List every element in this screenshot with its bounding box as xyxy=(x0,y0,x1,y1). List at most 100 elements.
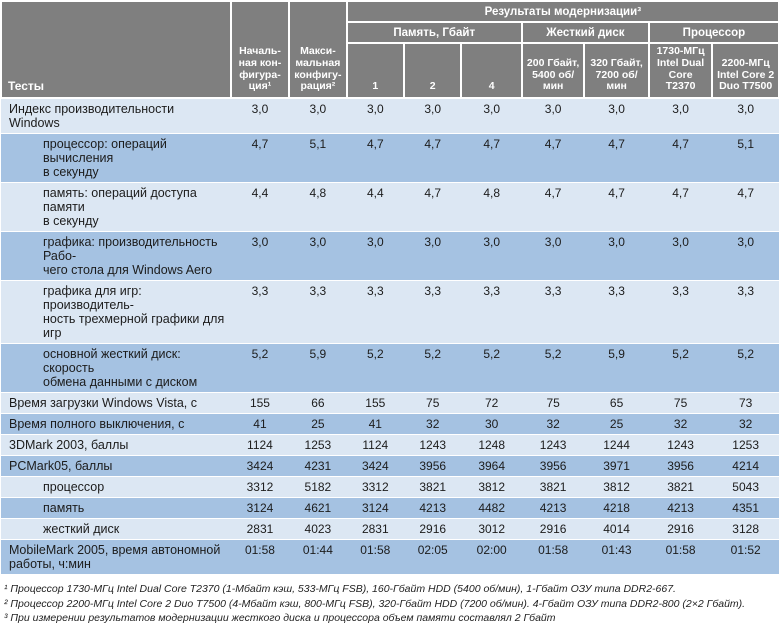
value-cell: 1243 xyxy=(521,434,585,456)
column-header-mem-4gb: 4 xyxy=(460,42,523,99)
value-cell: 30 xyxy=(461,413,522,435)
value-cell: 1244 xyxy=(584,434,649,456)
column-header-initial-config: Началь- ная кон- фигура- ция¹ xyxy=(229,0,291,99)
value-cell: 5043 xyxy=(712,476,779,498)
value-cell: 2831 xyxy=(346,518,405,540)
value-cell: 3424 xyxy=(346,455,405,477)
value-cell: 1253 xyxy=(289,434,347,456)
test-name: процессор xyxy=(1,476,231,498)
value-cell: 3,3 xyxy=(346,280,405,344)
value-cell: 2916 xyxy=(404,518,462,540)
value-cell: 3812 xyxy=(584,476,649,498)
value-cell: 2916 xyxy=(521,518,585,540)
table-row: процессор 3312 5182 3312 3821 3812 3821 3812 382… xyxy=(1,476,779,498)
value-cell: 4482 xyxy=(461,497,522,519)
value-cell: 3821 xyxy=(404,476,462,498)
value-cell: 01:58 xyxy=(230,539,290,575)
test-name: графика для игр: производитель- ность тр… xyxy=(1,280,231,344)
value-cell: 3956 xyxy=(404,455,462,477)
value-cell: 3,0 xyxy=(461,231,522,281)
value-cell: 4,7 xyxy=(584,182,649,232)
test-name: память: операций доступа памяти в секунд… xyxy=(1,182,231,232)
value-cell: 3971 xyxy=(584,455,649,477)
value-cell: 01:44 xyxy=(289,539,347,575)
footnote-3: ³ При измерении результатов модернизации… xyxy=(4,612,556,625)
value-cell: 4213 xyxy=(521,497,585,519)
value-cell: 01:58 xyxy=(346,539,405,575)
value-cell: 155 xyxy=(346,392,405,414)
value-cell: 4,4 xyxy=(346,182,405,232)
value-cell: 5,9 xyxy=(289,343,347,393)
group-header-cpu: Процессор xyxy=(647,21,780,44)
column-header-max-config: Макси- мальная конфигу- рация² xyxy=(288,0,348,99)
value-cell: 3,0 xyxy=(289,98,347,134)
footnote-2: ² Процессор 2200-МГц Intel Core 2 Duo T7… xyxy=(4,597,746,610)
column-header-cpu-t7500: 2200-МГц Intel Core 2 Duo T7500 xyxy=(711,42,780,99)
value-cell: 4,7 xyxy=(584,133,649,183)
value-cell: 3,0 xyxy=(712,98,779,134)
value-cell: 3,0 xyxy=(346,231,405,281)
test-name: основной жесткий диск: скорость обмена д… xyxy=(1,343,231,393)
value-cell: 3,3 xyxy=(404,280,462,344)
value-cell: 25 xyxy=(584,413,649,435)
value-cell: 5182 xyxy=(289,476,347,498)
value-cell: 3812 xyxy=(461,476,522,498)
value-cell: 5,2 xyxy=(521,343,585,393)
value-cell: 1243 xyxy=(648,434,713,456)
value-cell: 3,0 xyxy=(461,98,522,134)
value-cell: 4,7 xyxy=(521,182,585,232)
value-cell: 1243 xyxy=(404,434,462,456)
value-cell: 4,8 xyxy=(461,182,522,232)
benchmark-results-table: Тесты Началь- ная кон- фигура- ция¹ Макс… xyxy=(0,0,780,575)
value-cell: 01:58 xyxy=(521,539,585,575)
value-cell: 3,3 xyxy=(712,280,779,344)
value-cell: 3,0 xyxy=(521,98,585,134)
value-cell: 5,1 xyxy=(712,133,779,183)
value-cell: 4,7 xyxy=(404,182,462,232)
value-cell: 32 xyxy=(712,413,779,435)
value-cell: 32 xyxy=(404,413,462,435)
value-cell: 3,0 xyxy=(404,231,462,281)
value-cell: 75 xyxy=(404,392,462,414)
footnote-1: ¹ Процессор 1730-МГц Intel Dual Core T23… xyxy=(4,583,676,595)
value-cell: 1124 xyxy=(230,434,290,456)
value-cell: 3,0 xyxy=(584,231,649,281)
table-row: жесткий диск 2831 4023 2831 2916 3012 2916 4014… xyxy=(1,518,779,540)
value-cell: 3424 xyxy=(230,455,290,477)
group-header-upgrade-results: Результаты модернизации³ xyxy=(345,0,780,23)
table-row: MobileMark 2005, время автономной работы… xyxy=(1,539,779,575)
value-cell: 01:43 xyxy=(584,539,649,575)
value-cell: 4,7 xyxy=(461,133,522,183)
test-name: Время загрузки Windows Vista, с xyxy=(1,392,231,414)
table-row: Индекс производительности Windows 3,0 3,0 3… xyxy=(1,98,779,134)
value-cell: 65 xyxy=(584,392,649,414)
test-name: жесткий диск xyxy=(1,518,231,540)
table-row: память 3124 4621 3124 4213 4482 4213 4218 4213 43… xyxy=(1,497,779,519)
test-name: MobileMark 2005, время автономной работы… xyxy=(1,539,231,575)
value-cell: 1124 xyxy=(346,434,405,456)
table-body: Индекс производительности Windows 3,0 3,0 3… xyxy=(1,98,779,575)
value-cell: 4,8 xyxy=(289,182,347,232)
value-cell: 3821 xyxy=(648,476,713,498)
value-cell: 4213 xyxy=(648,497,713,519)
test-name: 3DMark 2003, баллы xyxy=(1,434,231,456)
value-cell: 1248 xyxy=(461,434,522,456)
value-cell: 155 xyxy=(230,392,290,414)
test-name: Время полного выключения, с xyxy=(1,413,231,435)
value-cell: 5,2 xyxy=(461,343,522,393)
value-cell: 3128 xyxy=(712,518,779,540)
table-row: процессор: операций вычисления в секунду… xyxy=(1,133,779,183)
value-cell: 3,0 xyxy=(584,98,649,134)
value-cell: 4,7 xyxy=(712,182,779,232)
value-cell: 3,3 xyxy=(521,280,585,344)
column-header-hdd-320gb: 320 Гбайт, 7200 об/мин xyxy=(583,42,650,99)
value-cell: 5,1 xyxy=(289,133,347,183)
column-header-mem-1gb: 1 xyxy=(345,42,406,99)
table-row: Время загрузки Windows Vista, с 155 66 155 7… xyxy=(1,392,779,414)
value-cell: 3964 xyxy=(461,455,522,477)
value-cell: 4,7 xyxy=(648,182,713,232)
value-cell: 3012 xyxy=(461,518,522,540)
value-cell: 3956 xyxy=(648,455,713,477)
value-cell: 3,0 xyxy=(712,231,779,281)
